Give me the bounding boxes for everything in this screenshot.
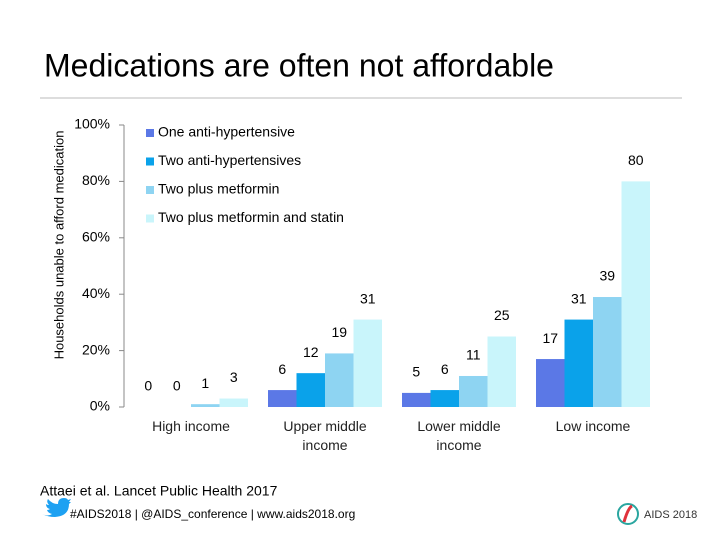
bar [268, 390, 297, 407]
bar [296, 373, 325, 407]
y-tick-label: 100% [74, 116, 110, 132]
legend-label: Two plus metformin [158, 181, 279, 197]
y-tick-label: 60% [82, 229, 110, 245]
data-label: 11 [466, 347, 481, 363]
x-tick-label: Lower middle income [417, 418, 501, 453]
twitter-icon [42, 498, 71, 517]
data-label: 25 [494, 307, 510, 323]
y-tick-label: 80% [82, 172, 110, 188]
bar [621, 181, 650, 407]
y-axis-label: Households unable to afford medication [51, 131, 66, 360]
legend-label: Two plus metformin and statin [158, 209, 344, 225]
x-tick-label: High income [152, 418, 230, 434]
data-label: 0 [144, 378, 152, 394]
bar [325, 353, 354, 407]
bar [191, 404, 220, 407]
data-label: 39 [599, 268, 615, 284]
data-label: 6 [278, 361, 286, 377]
bar [402, 392, 431, 407]
x-tick-label: Low income [555, 418, 631, 434]
data-label: 3 [230, 369, 238, 385]
data-label: 17 [542, 330, 558, 346]
y-tick-label: 40% [82, 285, 110, 301]
logo-text: AIDS 2018 [644, 509, 697, 521]
legend-label: One anti-hypertensive [158, 124, 295, 140]
data-label: 5 [412, 364, 420, 380]
bar [219, 398, 248, 407]
chart-title: Medications are often not affordable [44, 47, 554, 83]
citation: Attaei et al. Lancet Public Health 2017 [40, 483, 278, 499]
footer-links: #AIDS2018 | @AIDS_conference | www.aids2… [70, 507, 355, 521]
bar [487, 336, 516, 407]
x-tick-label: Upper middle income [283, 418, 367, 453]
logo-ribbon [622, 504, 633, 523]
data-label: 31 [571, 290, 587, 306]
data-label: 80 [628, 152, 644, 168]
legend-swatch [146, 129, 154, 137]
data-label: 6 [441, 361, 449, 377]
data-label: 19 [331, 324, 347, 340]
logo-icon [617, 503, 639, 525]
legend-swatch [146, 186, 154, 194]
y-tick-label: 0% [90, 398, 110, 414]
data-label: 1 [201, 375, 209, 391]
bar [564, 319, 593, 407]
y-tick-label: 20% [82, 341, 110, 357]
bar [353, 319, 382, 407]
bar [430, 390, 459, 407]
legend-swatch [146, 214, 154, 223]
data-label: 0 [173, 378, 181, 394]
bar [459, 375, 488, 407]
bar [536, 359, 565, 407]
data-label: 31 [360, 290, 376, 306]
legend-label: Two anti-hypertensives [158, 152, 301, 168]
bar [593, 297, 622, 407]
legend-swatch [146, 157, 154, 166]
data-label: 12 [303, 344, 319, 360]
